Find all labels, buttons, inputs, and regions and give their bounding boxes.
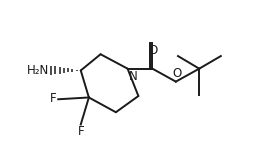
Text: O: O bbox=[172, 67, 181, 80]
Text: F: F bbox=[49, 92, 56, 105]
Text: O: O bbox=[148, 44, 157, 57]
Text: H₂N: H₂N bbox=[27, 64, 49, 77]
Text: N: N bbox=[129, 70, 138, 83]
Text: F: F bbox=[77, 125, 84, 138]
